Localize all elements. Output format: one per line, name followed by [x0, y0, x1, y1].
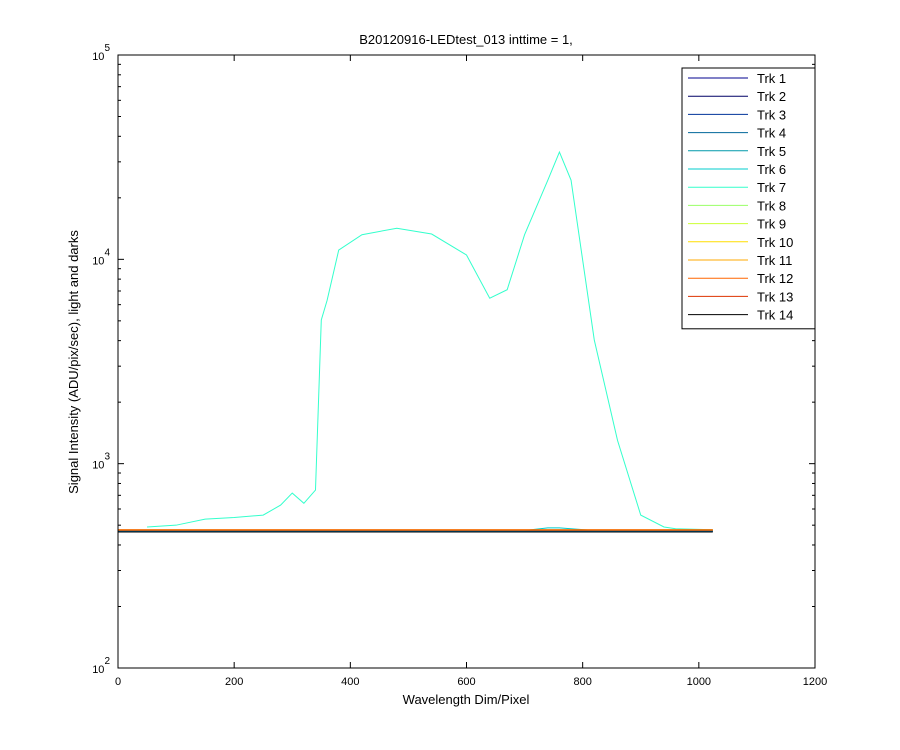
legend-label: Trk 7: [757, 180, 786, 195]
legend-label: Trk 2: [757, 89, 786, 104]
legend-label: Trk 8: [757, 198, 786, 213]
legend-label: Trk 10: [757, 235, 793, 250]
y-tick-label: 104: [92, 247, 110, 267]
x-tick-label: 1000: [687, 676, 711, 688]
legend-label: Trk 3: [757, 107, 786, 122]
x-tick-label: 400: [341, 676, 359, 688]
y-tick-label: 103: [92, 452, 110, 472]
y-tick-label: 105: [92, 43, 110, 63]
legend-label: Trk 14: [757, 308, 793, 323]
y-tick-base: 10: [92, 664, 104, 676]
x-tick-label: 1200: [803, 676, 827, 688]
y-tick-exp: 5: [104, 43, 110, 54]
legend-label: Trk 12: [757, 271, 793, 286]
x-axis-label: Wavelength Dim/Pixel: [403, 692, 530, 707]
chart-title: B20120916-LEDtest_013 inttime = 1,: [359, 32, 573, 47]
y-tick-base: 10: [92, 460, 104, 472]
y-tick-base: 10: [92, 51, 104, 63]
legend-box: [681, 67, 816, 330]
x-tick-label: 600: [457, 676, 475, 688]
y-tick-base: 10: [92, 255, 104, 267]
x-tick-label: 0: [115, 676, 121, 688]
legend-label: Trk 4: [757, 126, 786, 141]
y-tick-exp: 2: [104, 656, 110, 667]
legend-label: Trk 11: [757, 253, 792, 268]
series-line: [147, 150, 713, 531]
legend-label: Trk 9: [757, 217, 786, 232]
y-tick-exp: 4: [104, 247, 110, 258]
y-axis-label: Signal Intensity (ADU/pix/sec), light an…: [66, 230, 81, 494]
y-tick-exp: 3: [104, 452, 110, 463]
y-tick-label: 102: [92, 656, 110, 676]
legend: Trk 1 Trk 2 Trk 3 Trk 4 Trk 5 Trk 6 Trk 7 Trk 8…: [681, 67, 816, 330]
legend-label: Trk 6: [757, 162, 786, 177]
legend-label: Trk 13: [757, 289, 793, 304]
x-tick-label: 200: [225, 676, 243, 688]
x-tick-label: 800: [573, 676, 591, 688]
legend-label: Trk 1: [757, 71, 786, 86]
legend-label: Trk 5: [757, 144, 786, 159]
